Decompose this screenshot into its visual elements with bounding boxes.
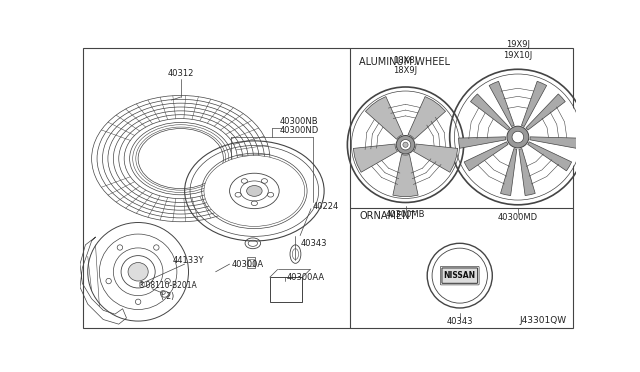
Polygon shape: [526, 94, 565, 130]
Ellipse shape: [403, 142, 408, 147]
Ellipse shape: [204, 155, 305, 226]
Text: ALUMINUM WHEEL: ALUMINUM WHEEL: [359, 57, 450, 67]
Ellipse shape: [246, 186, 262, 196]
Text: ORNAMENT: ORNAMENT: [359, 211, 415, 221]
Polygon shape: [353, 144, 397, 172]
Ellipse shape: [396, 135, 415, 154]
Text: 44133Y: 44133Y: [173, 256, 205, 265]
Ellipse shape: [128, 263, 148, 281]
Ellipse shape: [507, 126, 529, 148]
Bar: [270, 277, 303, 302]
Text: 40300MB: 40300MB: [386, 210, 425, 219]
Polygon shape: [408, 97, 445, 139]
Ellipse shape: [352, 92, 459, 198]
Text: 40300ND: 40300ND: [280, 126, 319, 135]
Ellipse shape: [400, 140, 411, 150]
Text: 40300A: 40300A: [231, 260, 263, 269]
Text: J43301QW: J43301QW: [520, 316, 566, 325]
Polygon shape: [464, 142, 508, 171]
Polygon shape: [527, 142, 572, 171]
Ellipse shape: [455, 75, 580, 199]
Text: 40300NB: 40300NB: [280, 117, 319, 126]
Text: NISSAN: NISSAN: [444, 271, 476, 280]
Polygon shape: [393, 154, 418, 196]
Text: 40300MD: 40300MD: [498, 213, 538, 222]
Text: 40343: 40343: [447, 317, 473, 326]
Text: 40343: 40343: [301, 239, 328, 248]
Polygon shape: [489, 81, 515, 126]
Polygon shape: [413, 144, 458, 172]
Ellipse shape: [512, 131, 524, 143]
Polygon shape: [522, 81, 547, 126]
Bar: [248, 259, 253, 266]
Ellipse shape: [138, 129, 223, 189]
Bar: [246, 257, 255, 268]
Text: 40312: 40312: [168, 70, 194, 78]
Polygon shape: [530, 137, 577, 148]
Polygon shape: [470, 94, 510, 130]
Polygon shape: [458, 137, 506, 148]
Polygon shape: [500, 148, 517, 196]
FancyBboxPatch shape: [442, 268, 477, 283]
Text: 40224: 40224: [312, 202, 339, 211]
Text: 40300AA: 40300AA: [287, 273, 325, 282]
Polygon shape: [365, 97, 403, 139]
Text: 18X8J
18X9J: 18X8J 18X9J: [394, 56, 418, 75]
Text: ®08110-B201A
( 2): ®08110-B201A ( 2): [138, 281, 197, 301]
Polygon shape: [519, 148, 535, 196]
Ellipse shape: [433, 248, 487, 303]
Text: 19X9J
19X10J: 19X9J 19X10J: [503, 40, 532, 60]
